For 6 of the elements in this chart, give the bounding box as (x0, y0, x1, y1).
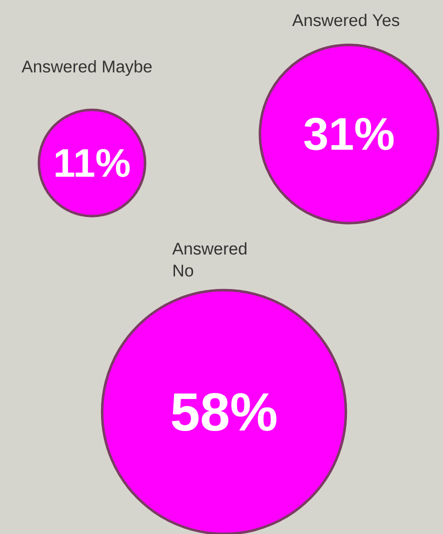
data-label: 58% (172, 392, 276, 432)
category-label: Answered Yes (292, 14, 400, 26)
data-label: 31% (304, 118, 394, 150)
data-label: 11% (56, 148, 130, 178)
category-label: Answered Maybe (22, 60, 152, 76)
category-label: Answered No (172, 242, 246, 277)
